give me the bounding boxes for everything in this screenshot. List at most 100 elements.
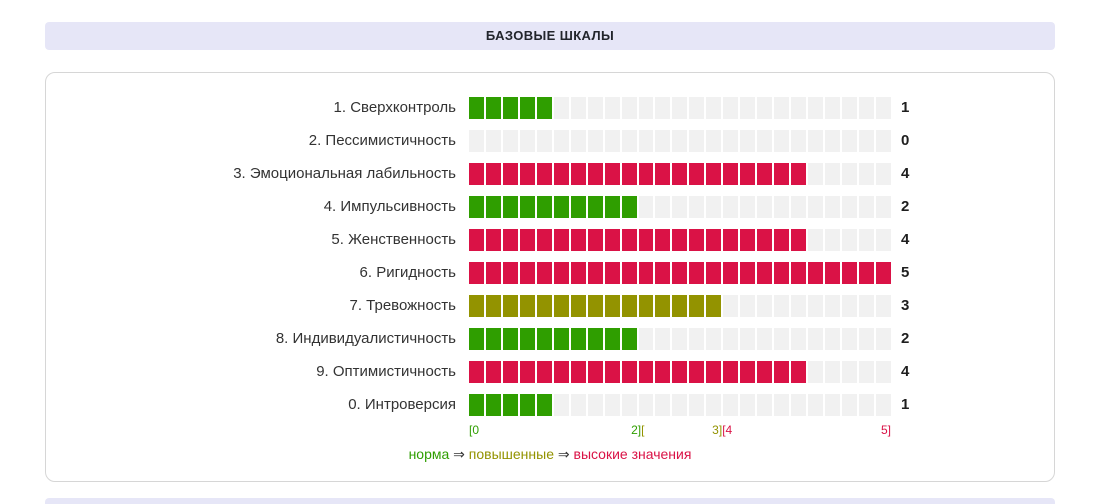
bar-segment-empty: [740, 96, 756, 119]
scale-label: 3. Эмоциональная лабильность: [233, 165, 456, 182]
bar-segment-filled: [587, 360, 603, 383]
bar-segment-filled: [638, 294, 654, 317]
bar-segment-filled: [587, 162, 603, 185]
bar-segment-empty: [587, 129, 603, 152]
bar-segment-filled: [587, 261, 603, 284]
bar-segment-empty: [740, 294, 756, 317]
bar-segment-empty: [723, 129, 739, 152]
bar-segment-filled: [519, 294, 535, 317]
bar-segment-empty: [706, 195, 722, 218]
bar-segment-filled: [638, 162, 654, 185]
axis-marker-part: [: [641, 423, 645, 437]
bar-segment-empty: [841, 96, 857, 119]
bar-segment-empty: [875, 393, 891, 416]
bar-segment-filled: [638, 228, 654, 251]
bar-segment-empty: [791, 129, 807, 152]
bar-segment-filled: [604, 195, 620, 218]
bar-segment-empty: [858, 162, 874, 185]
scale-bar: [469, 228, 891, 251]
bar-segment-empty: [757, 96, 773, 119]
bar-segment-filled: [825, 261, 840, 284]
bar-segment-filled: [689, 162, 705, 185]
bar-segment-filled: [485, 228, 501, 251]
bar-segment-empty: [621, 393, 637, 416]
bar-segment-empty: [604, 129, 620, 152]
scale-bar: [469, 294, 891, 317]
scale-label: 0. Интроверсия: [348, 396, 456, 413]
bar-segment-filled: [587, 294, 603, 317]
bar-segment-filled: [672, 228, 688, 251]
bar-segment-filled: [689, 261, 705, 284]
bar-segment-filled: [553, 228, 569, 251]
bar-segment-empty: [858, 129, 874, 152]
bar-segment-empty: [875, 327, 891, 350]
bar-segment-empty: [519, 129, 535, 152]
bar-segment-filled: [706, 228, 722, 251]
bar-segment-filled: [604, 294, 620, 317]
bar-segment-empty: [638, 96, 654, 119]
bar-segment-empty: [689, 195, 705, 218]
bar-segment-filled: [469, 162, 484, 185]
scale-row: 0. Интроверсия 1: [46, 388, 1054, 421]
bar-segment-empty: [841, 294, 857, 317]
bar-segment-empty: [791, 327, 807, 350]
bar-segment-empty: [587, 393, 603, 416]
bar-segment-filled: [604, 261, 620, 284]
bar-segment-filled: [621, 261, 637, 284]
bar-segment-empty: [689, 96, 705, 119]
bar-segment-empty: [774, 294, 790, 317]
scale-value: 3: [901, 297, 910, 314]
bar-segment-filled: [502, 228, 518, 251]
scale-axis: [0 2][3][4 5]: [469, 421, 891, 439]
bar-segment-empty: [570, 96, 586, 119]
bar-segment-filled: [570, 228, 586, 251]
bar-segment-filled: [740, 261, 756, 284]
bar-segment-filled: [604, 327, 620, 350]
scale-bar: [469, 96, 891, 119]
bar-segment-empty: [825, 228, 840, 251]
bar-segment-empty: [825, 327, 840, 350]
bar-segment-empty: [553, 96, 569, 119]
bar-segment-empty: [875, 195, 891, 218]
axis-marker-part: [0: [469, 423, 480, 437]
bar-segment-empty: [858, 327, 874, 350]
bar-segment-empty: [621, 96, 637, 119]
scale-bar: [469, 393, 891, 416]
legend-label-high: высокие значения: [573, 446, 692, 462]
bar-segment-filled: [519, 327, 535, 350]
bar-segment-filled: [570, 195, 586, 218]
bar-segment-empty: [757, 294, 773, 317]
bar-segment-filled: [570, 294, 586, 317]
bar-segment-filled: [740, 228, 756, 251]
bar-segment-filled: [502, 294, 518, 317]
bar-segment-empty: [587, 96, 603, 119]
bar-segment-filled: [621, 195, 637, 218]
next-section-header: [45, 498, 1055, 504]
bar-segment-empty: [774, 393, 790, 416]
bar-segment-empty: [621, 129, 637, 152]
bar-segment-filled: [485, 162, 501, 185]
bar-segment-filled: [723, 360, 739, 383]
bar-segment-empty: [825, 195, 840, 218]
bar-segment-empty: [858, 228, 874, 251]
bar-segment-filled: [621, 162, 637, 185]
scale-label: 5. Женственность: [331, 231, 456, 248]
bar-segment-filled: [808, 261, 824, 284]
bar-segment-filled: [536, 96, 552, 119]
scale-value: 4: [901, 363, 910, 380]
bar-segment-filled: [536, 228, 552, 251]
bar-segment-empty: [689, 129, 705, 152]
bar-segment-empty: [469, 129, 484, 152]
bar-segment-filled: [672, 294, 688, 317]
bar-segment-empty: [723, 96, 739, 119]
bar-segment-empty: [757, 195, 773, 218]
bar-segment-empty: [791, 294, 807, 317]
scale-value: 2: [901, 330, 910, 347]
bar-segment-filled: [553, 327, 569, 350]
bar-segment-empty: [841, 228, 857, 251]
scale-bar: [469, 162, 891, 185]
bar-segment-empty: [672, 129, 688, 152]
bar-segment-empty: [841, 129, 857, 152]
scale-bar: [469, 360, 891, 383]
bar-segment-filled: [536, 162, 552, 185]
